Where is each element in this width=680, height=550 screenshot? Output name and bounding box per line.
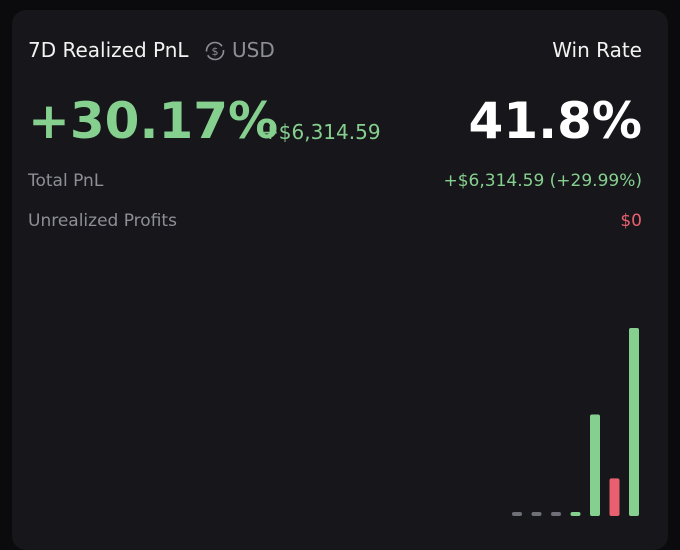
card-title: 7D Realized PnL bbox=[28, 38, 189, 62]
pnl-amount: +$6,314.59 bbox=[262, 120, 381, 144]
bar bbox=[609, 478, 620, 516]
bar bbox=[512, 512, 522, 516]
bar bbox=[590, 414, 600, 516]
currency-label[interactable]: USD bbox=[232, 38, 275, 62]
pnl-card bbox=[12, 10, 668, 550]
row-value: $0 bbox=[620, 211, 642, 231]
bar bbox=[629, 328, 639, 516]
bar bbox=[531, 512, 542, 516]
pnl-percent: +30.17% bbox=[28, 92, 279, 150]
win-rate-title: Win Rate bbox=[552, 38, 642, 62]
bar bbox=[551, 512, 561, 516]
row-label: Unrealized Profits bbox=[28, 211, 177, 231]
row-label: Total PnL bbox=[28, 171, 104, 191]
currency-toggle-icon[interactable]: $ bbox=[204, 40, 226, 62]
bar bbox=[570, 512, 581, 516]
win-rate: 41.8% bbox=[468, 92, 642, 150]
svg-text:$: $ bbox=[212, 45, 219, 58]
row-value: +$6,314.59 (+29.99%) bbox=[443, 171, 643, 191]
